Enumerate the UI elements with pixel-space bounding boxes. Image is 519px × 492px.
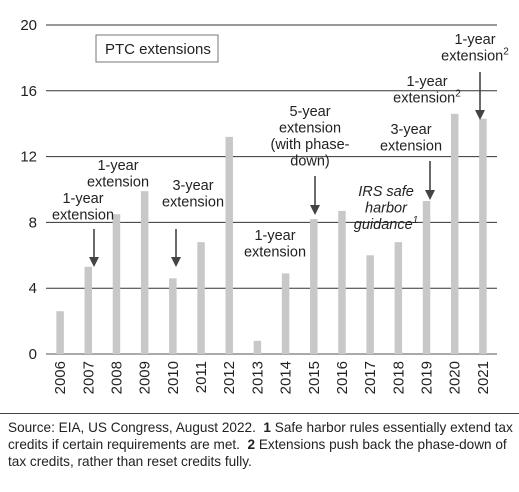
y-axis-ticks: 0 4 8 12 16 20	[20, 17, 37, 363]
footnote-1-text: Safe harbor rules essentially extend tax…	[8, 420, 513, 452]
annotation-text: 5-year	[289, 104, 330, 120]
annotation-text: IRS safe	[358, 184, 414, 200]
legend-box	[95, 34, 219, 63]
y-tick-label: 4	[29, 280, 37, 297]
y-tick-label: 12	[20, 149, 37, 166]
annotation-text: extension	[380, 139, 442, 155]
annotation-text: 1-year	[62, 191, 103, 207]
bar-2013	[253, 340, 262, 354]
y-tick-label: 16	[20, 83, 37, 100]
y-tick-label: 0	[29, 346, 37, 363]
x-tick-label: 2013	[249, 361, 266, 394]
bar-2018	[394, 242, 403, 354]
annotation-text: 1-year	[454, 32, 495, 48]
footer-divider	[0, 413, 519, 414]
bar-2014	[281, 273, 290, 354]
footnote-2-number: 2	[247, 437, 256, 452]
footnote-1-number: 1	[263, 420, 271, 435]
x-tick-label: 2011	[193, 361, 210, 393]
gridlines	[46, 24, 497, 355]
annotation-text: extension2	[393, 89, 461, 107]
bar-2010	[169, 278, 177, 354]
bar-2008	[112, 214, 121, 354]
x-tick-label: 2019	[419, 361, 436, 394]
annotation-text: extension	[279, 121, 341, 137]
bar-2009	[140, 191, 149, 354]
bar-2011	[197, 242, 205, 354]
bar-2015	[310, 219, 318, 354]
x-tick-label: 2017	[362, 361, 379, 394]
bar-2019	[422, 201, 431, 354]
annotation-text: 3-year	[172, 178, 213, 194]
annotation-text: 1-year	[97, 158, 138, 174]
x-tick-label: 2016	[334, 361, 351, 394]
annotation-text: 3-year	[390, 122, 431, 138]
annotation-text: extension	[87, 175, 149, 191]
bar-2006	[56, 311, 64, 354]
annotation-text: harbor	[365, 201, 408, 217]
bar-2007	[84, 266, 93, 354]
x-tick-label: 2021	[475, 361, 492, 394]
annotation-text: extension	[52, 208, 114, 224]
x-tick-label: 2012	[221, 361, 238, 394]
annotation-text: 1-year	[254, 228, 295, 244]
annotation-text: guidance1	[354, 215, 418, 233]
bar-2012	[225, 136, 233, 354]
annotation-text: extension	[162, 195, 224, 211]
annotation-text: extension2	[441, 47, 509, 65]
x-tick-label: 2007	[80, 361, 97, 394]
bar-2016	[338, 210, 346, 354]
footer: Source: EIA, US Congress, August 2022. 1…	[8, 419, 513, 470]
annotation-text: 1-year	[406, 74, 447, 90]
footnote-2-text: Extensions push back the phase-down of t…	[8, 437, 507, 469]
bar-2020	[450, 113, 459, 354]
x-axis-ticks: 2006 2007 2008 2009 2010 2011 2012 2013 2014 2015…	[52, 361, 492, 394]
legend-label: PTC extensions	[105, 41, 211, 58]
source-text: Source: EIA, US Congress, August 2022.	[8, 420, 256, 435]
x-tick-label: 2006	[52, 361, 69, 394]
x-tick-label: 2009	[137, 361, 154, 394]
x-tick-label: 2008	[108, 361, 125, 394]
annotation-text: down)	[290, 154, 330, 170]
x-tick-label: 2020	[447, 361, 464, 394]
y-tick-label: 8	[29, 214, 37, 231]
annotation-text: extension	[244, 245, 306, 261]
x-tick-label: 2018	[390, 361, 407, 394]
bar-2021	[479, 118, 487, 354]
x-tick-label: 2010	[165, 361, 182, 394]
y-tick-label: 20	[20, 17, 37, 34]
legend: PTC extensions	[95, 34, 219, 63]
annotation-text: (with phase-	[271, 137, 350, 153]
bar-2017	[366, 255, 374, 354]
bars	[56, 113, 487, 354]
x-tick-label: 2015	[306, 361, 323, 394]
x-tick-label: 2014	[278, 361, 295, 394]
